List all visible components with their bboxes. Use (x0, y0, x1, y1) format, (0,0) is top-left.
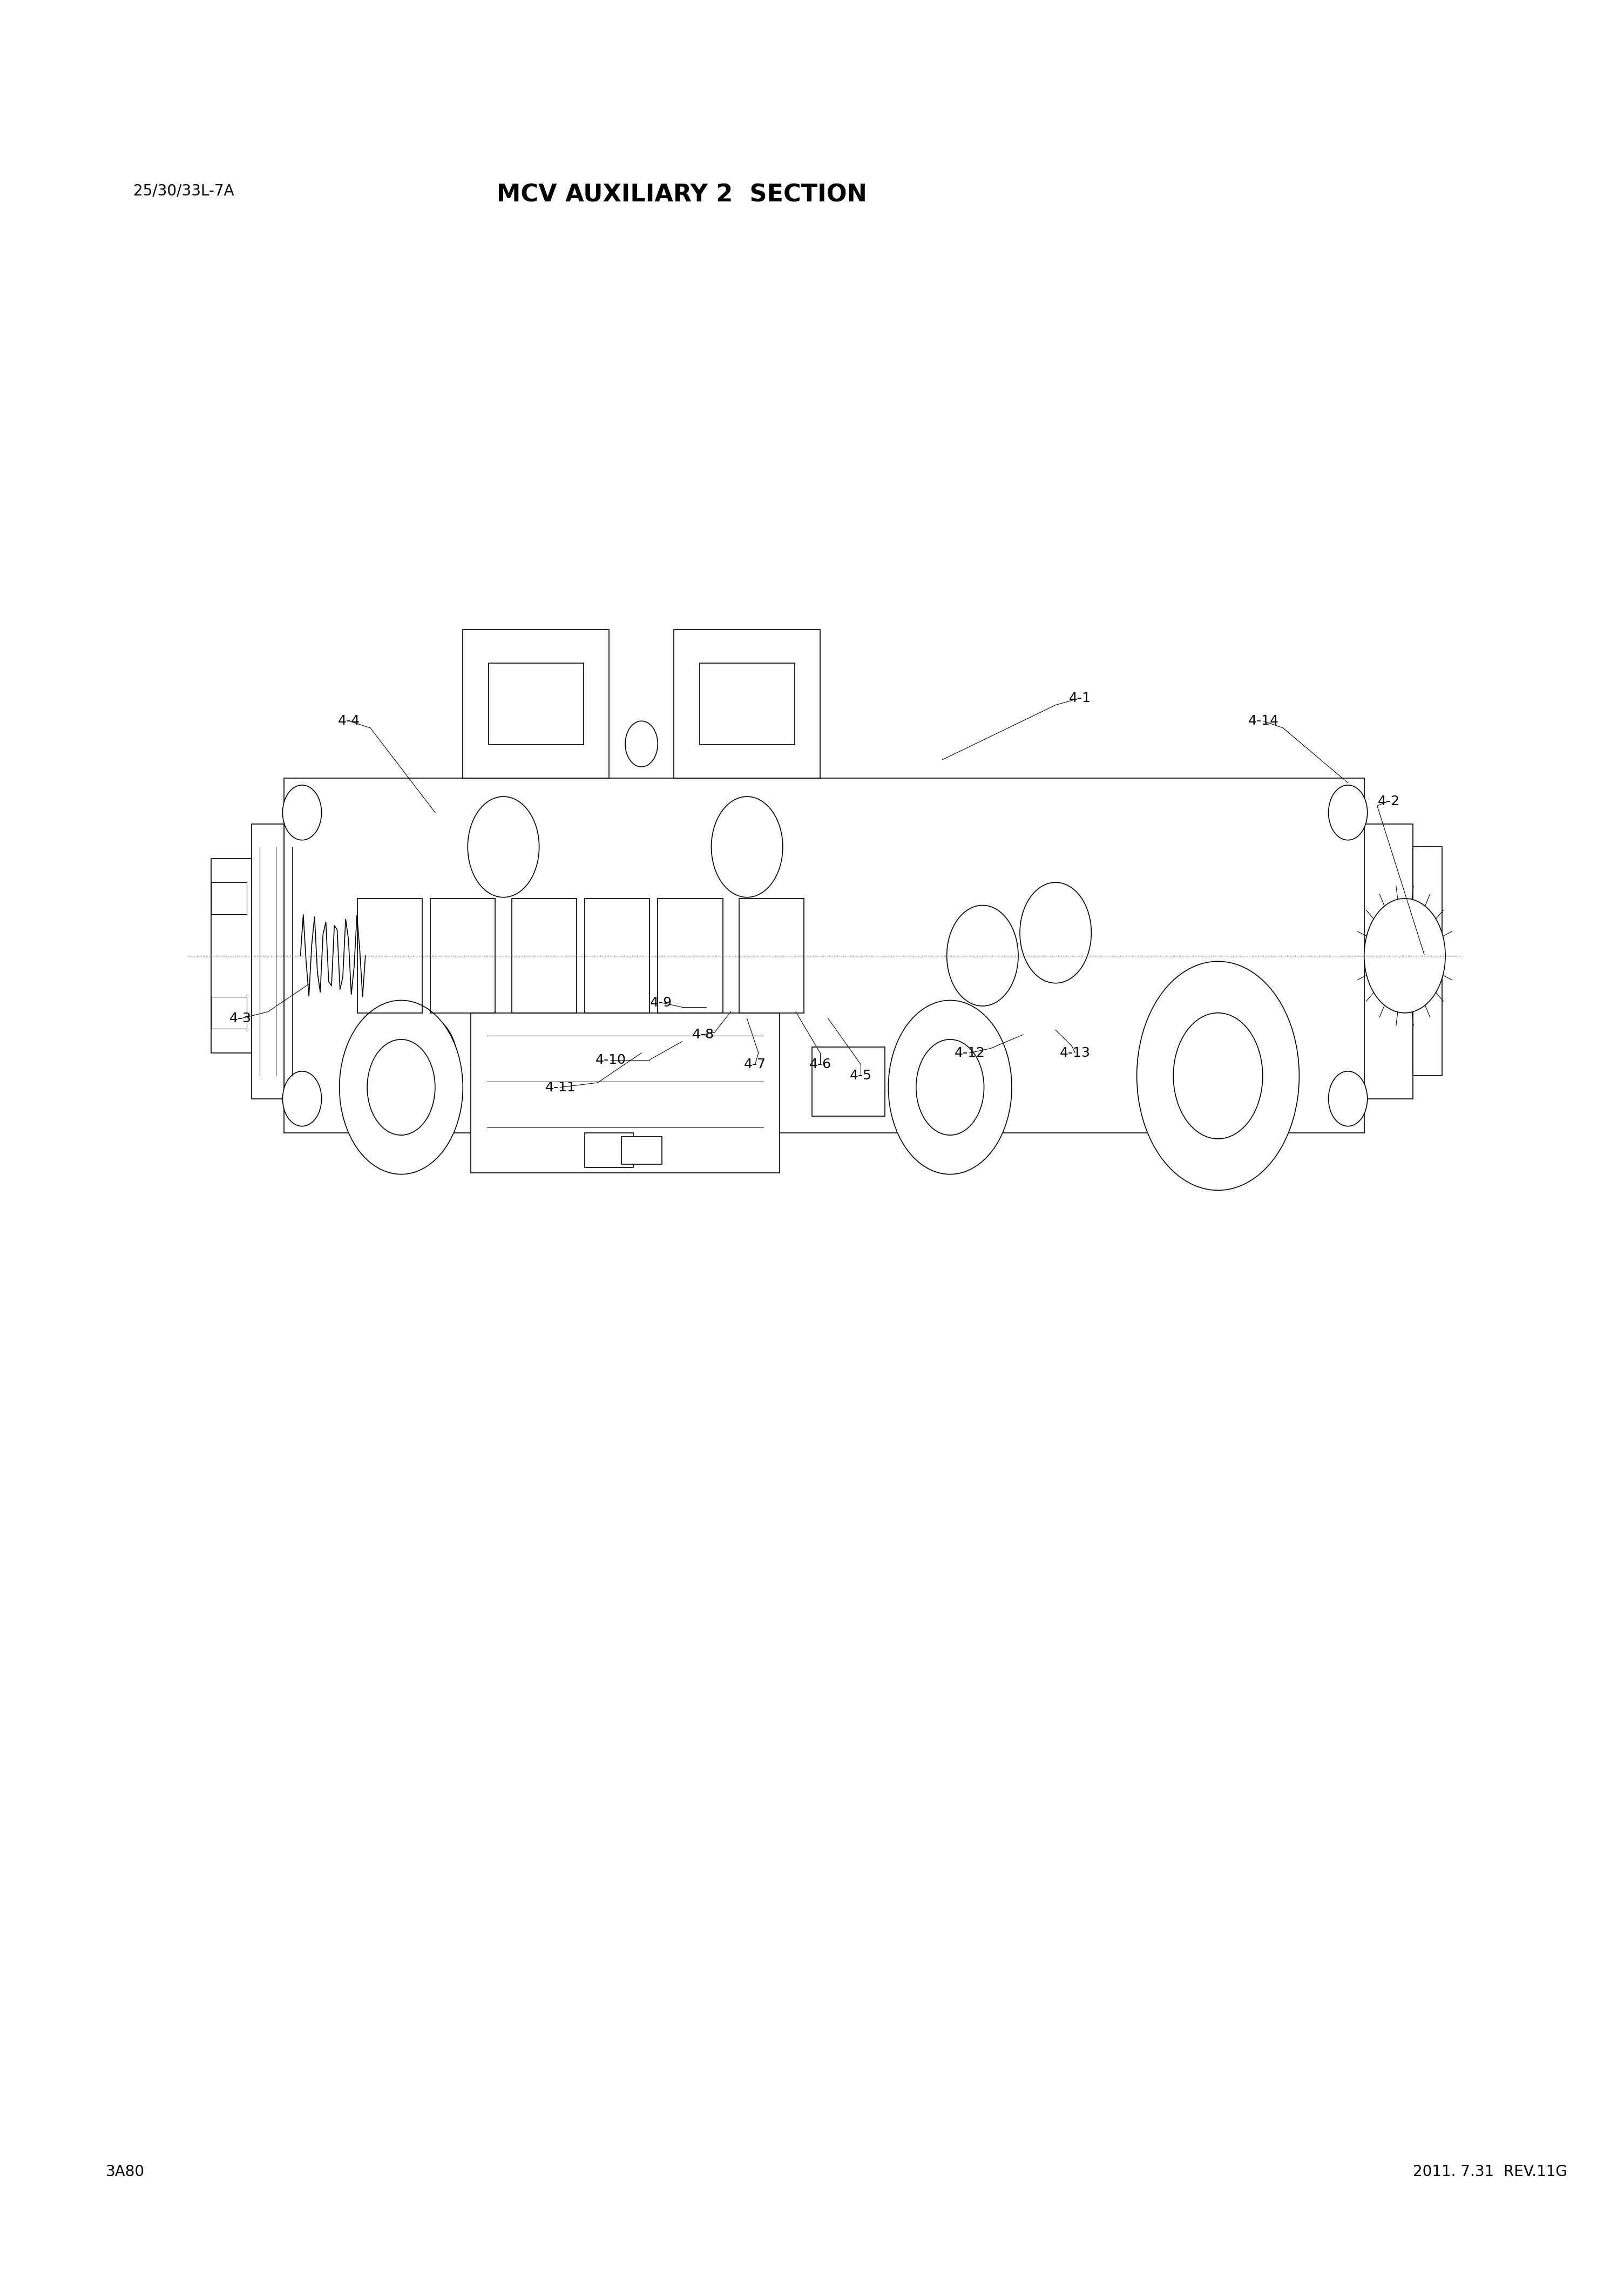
Bar (489, 664, 583, 744)
Bar (211, 858, 252, 1053)
Text: 4-7: 4-7 (744, 1058, 767, 1071)
Text: 4-9: 4-9 (650, 996, 672, 1009)
Text: 4-2: 4-2 (1377, 794, 1400, 808)
Bar (211, 998, 247, 1030)
Text: 4-1: 4-1 (1069, 691, 1091, 705)
Text: 4-13: 4-13 (1060, 1046, 1090, 1060)
Circle shape (1173, 1012, 1263, 1140)
Bar (700, 664, 794, 744)
Bar (252, 824, 284, 1099)
Text: 4-11: 4-11 (546, 1080, 575, 1094)
Bar (812, 1048, 885, 1117)
Circle shape (339, 1000, 463, 1174)
Text: 4-14: 4-14 (1249, 714, 1278, 728)
Text: 4-10: 4-10 (596, 1053, 625, 1067)
Circle shape (468, 797, 539, 897)
Bar (585, 1133, 633, 1167)
Circle shape (916, 1039, 984, 1135)
Circle shape (1364, 897, 1445, 1012)
Circle shape (1020, 884, 1091, 984)
Text: 4-5: 4-5 (849, 1069, 872, 1083)
Bar (471, 1012, 780, 1172)
Circle shape (947, 904, 1018, 1005)
Circle shape (367, 1039, 435, 1135)
Text: 4-6: 4-6 (809, 1058, 831, 1071)
Circle shape (283, 1071, 322, 1126)
Text: 4-12: 4-12 (955, 1046, 984, 1060)
Circle shape (922, 1014, 994, 1115)
Circle shape (387, 1014, 458, 1115)
Circle shape (1328, 785, 1367, 840)
Circle shape (1137, 961, 1299, 1190)
Circle shape (711, 797, 783, 897)
Text: 2011. 7.31  REV.11G: 2011. 7.31 REV.11G (1413, 2163, 1567, 2179)
Circle shape (625, 721, 658, 767)
Circle shape (283, 785, 322, 840)
Circle shape (1328, 1071, 1367, 1126)
Circle shape (888, 1000, 1012, 1174)
Bar (674, 629, 820, 778)
Text: 3A80: 3A80 (106, 2163, 145, 2179)
Bar (1413, 847, 1442, 1076)
Bar (284, 778, 1364, 1133)
Text: 4-4: 4-4 (338, 714, 361, 728)
Text: MCV AUXILIARY 2  SECTION: MCV AUXILIARY 2 SECTION (497, 183, 867, 206)
Bar (1364, 824, 1413, 1099)
Bar (463, 629, 609, 778)
Text: 4-8: 4-8 (692, 1028, 715, 1041)
Text: 4-3: 4-3 (229, 1012, 252, 1025)
Text: 25/30/33L-7A: 25/30/33L-7A (133, 183, 234, 199)
Bar (211, 881, 247, 913)
Bar (620, 1135, 663, 1163)
